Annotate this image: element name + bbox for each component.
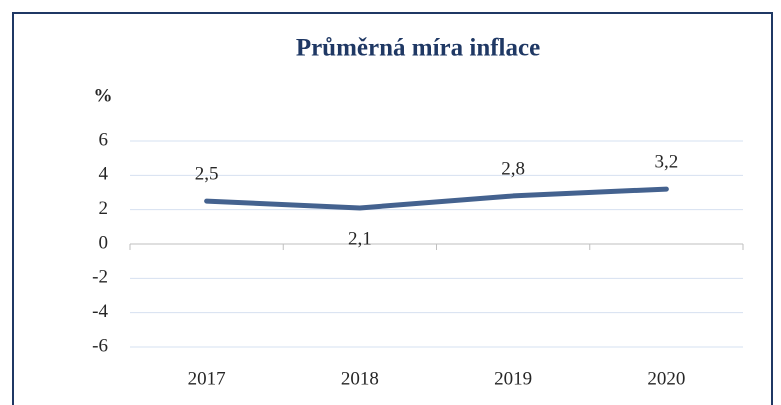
y-tick-label: -4 [92, 301, 108, 322]
x-tick-label: 2017 [188, 368, 226, 389]
x-tick-label: 2020 [647, 368, 685, 389]
chart-title: Průměrná míra inflace [296, 35, 540, 62]
x-tick-label: 2019 [494, 368, 532, 389]
y-tick-label: -2 [92, 267, 108, 288]
data-line [204, 186, 669, 211]
data-label: 2,1 [348, 228, 372, 249]
data-label: 2,8 [501, 158, 525, 179]
y-tick-label: 4 [99, 164, 109, 185]
data-label: 2,5 [195, 163, 219, 184]
data-label: 3,2 [655, 151, 679, 172]
y-tick-label: 2 [99, 198, 109, 219]
y-tick-label: 6 [99, 129, 109, 150]
x-tick-label: 2018 [341, 368, 379, 389]
y-axis-label: % [94, 85, 113, 106]
chart-frame [12, 12, 773, 405]
y-tick-label: 0 [99, 232, 109, 253]
y-tick-label: -6 [92, 335, 108, 356]
